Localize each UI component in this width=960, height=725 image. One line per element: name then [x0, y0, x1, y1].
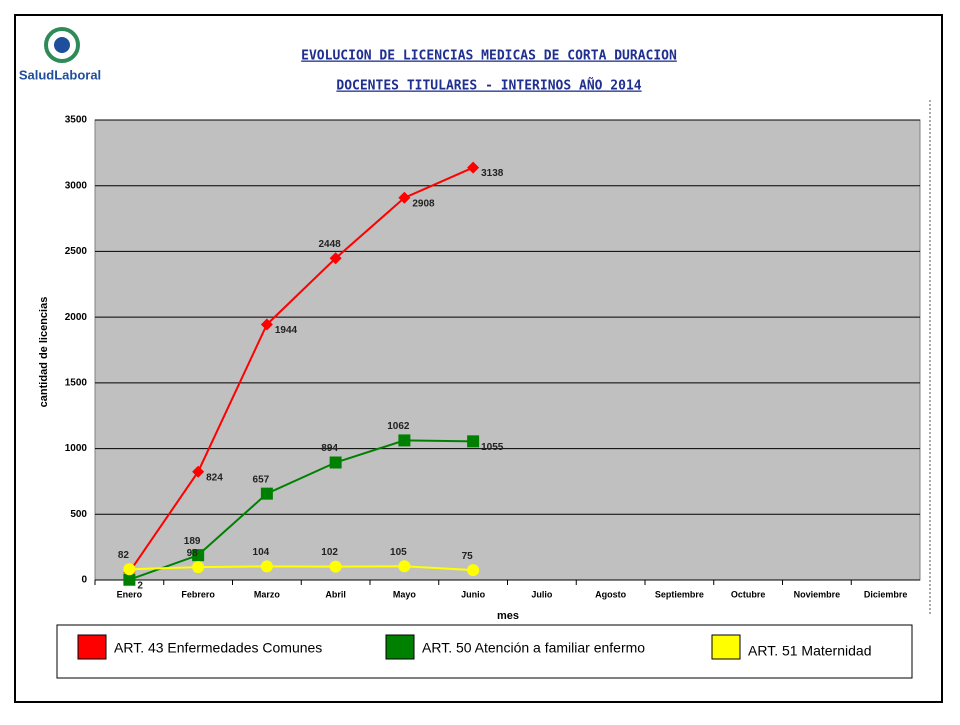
plot-area	[94, 119, 921, 581]
data-label: 189	[184, 536, 201, 547]
logo: SaludLaboral	[19, 27, 101, 82]
x-tick-label: Julio	[531, 589, 553, 599]
x-tick-label: Febrero	[181, 589, 215, 599]
legend-label: ART. 50 Atención a familiar enfermo	[422, 640, 645, 656]
marker	[329, 252, 342, 265]
y-tick-label: 500	[70, 509, 87, 520]
y-tick-label: 2000	[65, 312, 88, 323]
x-tick-label: Abril	[325, 589, 346, 599]
marker	[192, 561, 205, 574]
marker	[329, 456, 342, 469]
data-label: 1062	[387, 421, 410, 432]
marker	[467, 564, 480, 577]
data-label: 824	[206, 472, 223, 483]
marker	[467, 435, 480, 448]
x-tick-label: Septiembre	[655, 589, 704, 599]
data-label: 2	[137, 580, 143, 591]
brand: SaludLaboral	[19, 67, 101, 82]
y-tick-label: 3000	[65, 180, 88, 191]
y-tick-label: 3500	[65, 115, 88, 126]
x-axis-label: mes	[497, 610, 519, 622]
data-label: 75	[462, 551, 474, 562]
data-label: 1944	[275, 325, 298, 336]
marker	[398, 560, 411, 573]
y-tick-label: 0	[81, 575, 87, 586]
data-label: 2908	[412, 198, 435, 209]
x-tick-label: Noviembre	[794, 589, 841, 599]
y-tick-label: 2500	[65, 246, 88, 257]
y-tick-label: 1000	[65, 443, 88, 454]
series-line	[129, 565, 474, 572]
series-line	[128, 166, 474, 573]
chart-title: EVOLUCION DE LICENCIAS MEDICAS DE CORTA …	[301, 49, 677, 64]
x-tick-label: Mayo	[393, 589, 417, 599]
marker	[260, 560, 273, 573]
data-label: 98	[187, 548, 199, 559]
y-tick-label: 1500	[65, 377, 88, 388]
data-label: 2448	[319, 239, 342, 250]
data-label: 3138	[481, 168, 504, 179]
legend-swatch	[77, 634, 107, 660]
marker	[398, 191, 411, 204]
data-label: 657	[253, 474, 270, 485]
marker	[467, 161, 480, 174]
legend-swatch	[385, 634, 415, 660]
marker	[260, 318, 273, 331]
y-axis-label: cantidad de licencias	[38, 297, 50, 408]
legend-label: ART. 43 Enfermedades Comunes	[114, 640, 322, 656]
data-label: 102	[321, 547, 338, 558]
marker	[123, 573, 136, 586]
data-label: 894	[321, 443, 338, 454]
data-label: 104	[253, 547, 270, 558]
marker	[192, 465, 205, 478]
x-tick-label: Diciembre	[864, 589, 908, 599]
data-label: 1055	[481, 442, 504, 453]
marker	[123, 563, 136, 576]
x-tick-label: Enero	[117, 589, 143, 599]
data-label: 105	[390, 547, 407, 558]
marker	[329, 560, 342, 573]
marker	[192, 549, 205, 562]
legend-label: ART. 51 Maternidad	[748, 643, 871, 659]
x-tick-label: Junio	[461, 589, 486, 599]
x-tick-label: Octubre	[731, 589, 766, 599]
marker	[260, 487, 273, 500]
marker	[398, 434, 411, 447]
legend	[56, 624, 913, 679]
series-line	[129, 439, 474, 581]
data-label: 82	[118, 550, 130, 561]
x-tick-label: Marzo	[254, 589, 281, 599]
legend-swatch	[711, 634, 741, 660]
chart-subtitle: DOCENTES TITULARES - INTERINOS AÑO 2014	[336, 78, 641, 94]
x-tick-label: Agosto	[595, 589, 626, 599]
